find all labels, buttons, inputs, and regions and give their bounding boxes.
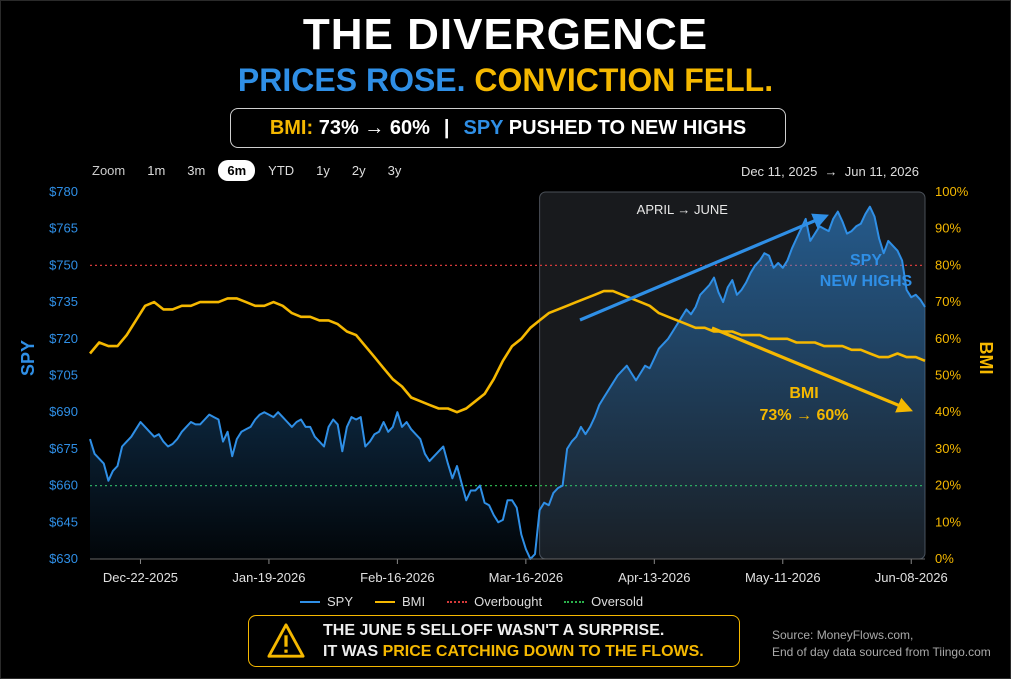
pill-separator: | (443, 116, 450, 139)
pill-spy: SPY PUSHED TO NEW HIGHS (464, 117, 747, 140)
date-range-from: Dec 11, 2025 (740, 164, 818, 179)
right-tick-label: 40% (935, 404, 961, 419)
left-tick-label: $690 (49, 404, 78, 419)
highlight-label: APRIL → JUNE (637, 202, 729, 217)
left-tick-label: $660 (49, 478, 78, 493)
legend-overbought-swatch (447, 600, 468, 603)
subtitle-prices-rose: PRICES ROSE. (237, 62, 466, 98)
left-axis-title: SPY (18, 340, 38, 376)
left-tick-label: $705 (49, 368, 78, 383)
source-note: Source: MoneyFlows.com, End of day data … (772, 627, 991, 661)
bmi-line[interactable] (89, 289, 926, 414)
legend-overbought[interactable]: Overbought (447, 594, 542, 609)
warning-line-2-b: PRICE CATCHING DOWN TO THE FLOWS. (382, 643, 704, 660)
spy-annotation-line-2: NEW HIGHS (820, 273, 913, 290)
legend-spy[interactable]: SPY (300, 594, 353, 609)
page-title: THE DIVERGENCE (302, 10, 709, 59)
legend-bmi-swatch (375, 600, 396, 603)
x-tick-label: Dec-22-2025 (103, 570, 178, 585)
right-tick-label: 60% (935, 331, 961, 346)
legend-bmi-label: BMI (402, 594, 426, 609)
legend-oversold[interactable]: Oversold (564, 594, 643, 609)
left-tick-label: $735 (49, 294, 78, 309)
x-tick-label: Jan-19-2026 (232, 570, 305, 585)
zoom-2y[interactable]: 2y (351, 163, 366, 178)
bmi-annotation-line-1: BMI (789, 385, 818, 402)
right-tick-label: 20% (935, 478, 961, 493)
left-tick-label: $630 (49, 551, 78, 566)
right-tick-label: 80% (935, 257, 961, 272)
warning-line-2: IT WAS PRICE CATCHING DOWN TO THE FLOWS. (323, 641, 704, 662)
x-tick-label: May-11-2026 (745, 570, 821, 585)
legend-oversold-label: Oversold (591, 594, 644, 609)
right-tick-label: 100% (935, 184, 969, 199)
zoom-1m[interactable]: 1m (147, 163, 166, 178)
subtitle-conviction-fell: CONVICTION FELL. (474, 62, 774, 98)
pill-spy-text: PUSHED TO NEW HIGHS (508, 116, 747, 139)
right-tick-label: 10% (935, 514, 961, 529)
right-tick-label: 30% (935, 441, 961, 456)
page-subtitle: PRICES ROSE. CONVICTION FELL. (0, 62, 1011, 99)
left-tick-label: $765 (49, 221, 78, 236)
bmi-trend-arrow (711, 326, 913, 413)
zoom-1y[interactable]: 1y (316, 163, 330, 178)
x-tick-label: Mar-16-2026 (489, 570, 563, 585)
zoom-label: Zoom (92, 163, 126, 178)
pill-spy-label: SPY (463, 116, 504, 139)
summary-pill: BMI: 73% → 60% | SPY PUSHED TO NEW HIGHS (230, 108, 786, 148)
zoom-bar: Zoom 1m 3m 6m YTD 1y 2y 3y (92, 160, 414, 181)
date-range-to: Jun 11, 2026 (844, 164, 919, 179)
source-line-2: End of day data sourced from Tiingo.com (772, 645, 991, 659)
warning-line-2-a: IT WAS (323, 643, 379, 660)
zoom-3m[interactable]: 3m (187, 163, 206, 178)
left-tick-label: $645 (49, 514, 78, 529)
right-tick-label: 0% (935, 551, 954, 566)
legend-spy-swatch (300, 600, 320, 603)
zoom-6m[interactable]: 6m (218, 160, 256, 181)
spy-area (90, 206, 925, 559)
spy-annotation-line-1: SPY (850, 252, 882, 269)
right-tick-label: 50% (935, 368, 961, 383)
zoom-3y[interactable]: 3y (387, 163, 402, 178)
left-tick-label: $750 (49, 257, 78, 272)
x-tick-label: Jun-08-2026 (875, 570, 948, 585)
warning-callout: THE JUNE 5 SELLOFF WASN'T A SURPRISE. IT… (248, 615, 740, 667)
pill-bmi-value: 73% → 60% (318, 116, 430, 139)
spy-line[interactable] (89, 205, 926, 560)
bmi-annotation-line-2: 73% → 60% (760, 407, 849, 424)
legend-spy-label: SPY (327, 594, 354, 609)
warning-icon (267, 623, 305, 658)
pill-bmi: BMI: 73% → 60% (270, 117, 430, 140)
warning-text: THE JUNE 5 SELLOFF WASN'T A SURPRISE. IT… (323, 620, 704, 662)
right-tick-label: 90% (935, 221, 961, 236)
legend-bmi[interactable]: BMI (375, 594, 425, 609)
chart-legend: SPY BMI Overbought Oversold (300, 594, 643, 609)
x-tick-label: Feb-16-2026 (360, 570, 434, 585)
source-line-1: Source: MoneyFlows.com, (772, 628, 914, 642)
legend-overbought-label: Overbought (474, 594, 543, 609)
date-range[interactable]: Dec 11, 2025 → Jun 11, 2026 (741, 164, 919, 179)
date-range-arrow: → (824, 164, 838, 179)
spy-trend-arrow (579, 213, 829, 322)
pill-bmi-label: BMI: (269, 116, 314, 139)
right-axis-title: BMI (976, 342, 996, 375)
zoom-ytd[interactable]: YTD (268, 163, 295, 178)
left-tick-label: $720 (49, 331, 78, 346)
right-tick-label: 70% (935, 294, 961, 309)
legend-oversold-swatch (564, 600, 585, 603)
x-tick-label: Apr-13-2026 (618, 570, 690, 585)
warning-line-1: THE JUNE 5 SELLOFF WASN'T A SURPRISE. (323, 622, 665, 639)
left-tick-label: $675 (49, 441, 78, 456)
left-tick-label: $780 (49, 184, 78, 199)
